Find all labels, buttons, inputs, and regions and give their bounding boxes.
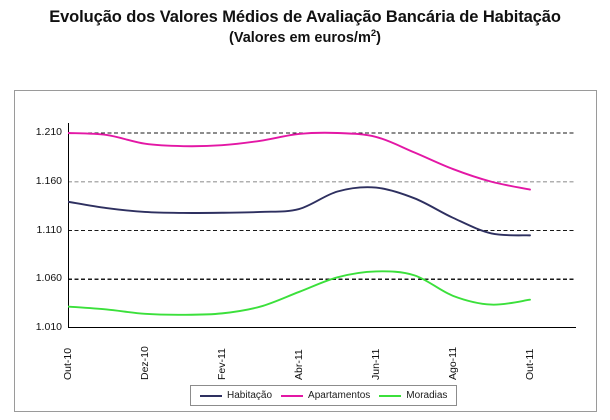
chart-title-subtitle: (Valores em euros/m2) <box>0 28 610 47</box>
y-tick-label-1.210: 1.210 <box>35 126 62 138</box>
x-tick-label-Ago-11: Ago-11 <box>447 346 459 380</box>
chart-subtitle-tail: ) <box>376 30 381 47</box>
legend-swatch-icon <box>281 394 304 397</box>
y-tick-label-1.160: 1.160 <box>35 174 62 187</box>
series-line-moradias <box>68 270 531 316</box>
legend-swatch-icon <box>200 394 222 397</box>
x-tick-label-Out-11: Out-11 <box>524 348 536 380</box>
x-tick-label-Fev-11: Fev-11 <box>216 348 228 380</box>
legend-entry-moradias[interactable]: Moradias <box>379 390 447 401</box>
x-tick-label-Jun-11: Jun-11 <box>370 348 382 380</box>
chart-title-main: Evolução dos Valores Médios de Avaliação… <box>49 8 561 26</box>
legend-swatch-icon <box>379 394 402 397</box>
chart-subtitle-text: (Valores em euros/m <box>229 30 371 47</box>
plot-canvas <box>68 123 576 328</box>
y-tick-label-1.110: 1.110 <box>36 223 63 236</box>
plot-area <box>68 123 576 328</box>
y-tick-label-1.010: 1.010 <box>35 321 62 333</box>
legend-label: Moradias <box>406 390 448 401</box>
x-tick-label-Abr-11: Abr-11 <box>293 349 305 380</box>
series-line-habitao <box>68 186 531 237</box>
chart-legend: Habitação Apartamentos Moradias <box>190 385 458 406</box>
page-title: Evolução dos Valores Médios de Avaliação… <box>0 0 610 47</box>
chart-subtitle-superscript: 2 <box>370 28 377 40</box>
x-tick-label-Out-10: Out-10 <box>62 347 74 380</box>
x-tick-label-Dez-10: Dez-10 <box>139 346 151 380</box>
series-line-apartamentos <box>68 131 531 191</box>
legend-entry-apartamentos[interactable]: Apartamentos <box>281 390 370 401</box>
legend-label: Apartamentos <box>308 390 371 401</box>
y-tick-label-1.060: 1.060 <box>35 272 62 285</box>
legend-label: Habitação <box>227 390 273 401</box>
chart-frame <box>14 90 597 412</box>
legend-entry-habitao[interactable]: Habitação <box>200 390 272 401</box>
